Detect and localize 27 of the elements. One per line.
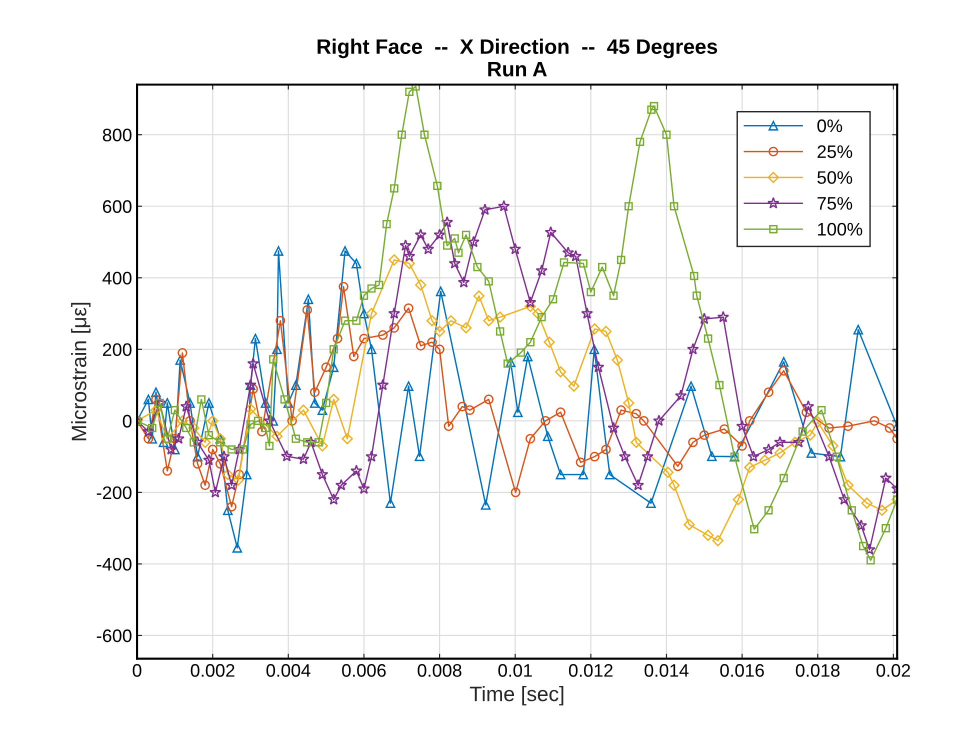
legend-label: 0% (817, 119, 842, 132)
chart-title: Right Face -- X Direction -- 45 Degrees Run A (318, 38, 718, 77)
y-tick-label: 600 (102, 200, 132, 213)
x-tick-label: 0.012 (568, 664, 613, 677)
legend-label: 75% (818, 197, 852, 210)
y-axis-title: Microstrain [με] (71, 302, 90, 440)
x-tick-label: 0.006 (342, 664, 386, 677)
x-tick-label: 0.008 (418, 664, 462, 677)
x-tick-label: 0.014 (644, 664, 689, 677)
x-axis-title: Time [sec] (470, 686, 564, 706)
x-tick-label: 0.018 (796, 664, 840, 677)
y-tick-label: 0 (122, 414, 132, 428)
x-tick-label: 0.02 (876, 664, 910, 677)
y-tick-label: -400 (96, 558, 132, 571)
x-tick-label: 0.01 (498, 664, 532, 677)
y-tick-label: 200 (102, 343, 132, 356)
y-tick-label: -600 (96, 629, 132, 642)
x-tick-label: 0 (132, 664, 142, 677)
y-tick-label: 800 (102, 128, 132, 142)
legend-label: 100% (818, 222, 862, 236)
x-tick-label: 0.004 (266, 664, 310, 677)
y-tick-label: 400 (102, 272, 132, 285)
y-tick-label: -200 (96, 486, 132, 500)
x-tick-label: 0.002 (190, 664, 234, 677)
legend-label: 50% (817, 171, 852, 184)
x-tick-label: 0.016 (720, 664, 764, 677)
legend-label: 25% (818, 145, 852, 158)
